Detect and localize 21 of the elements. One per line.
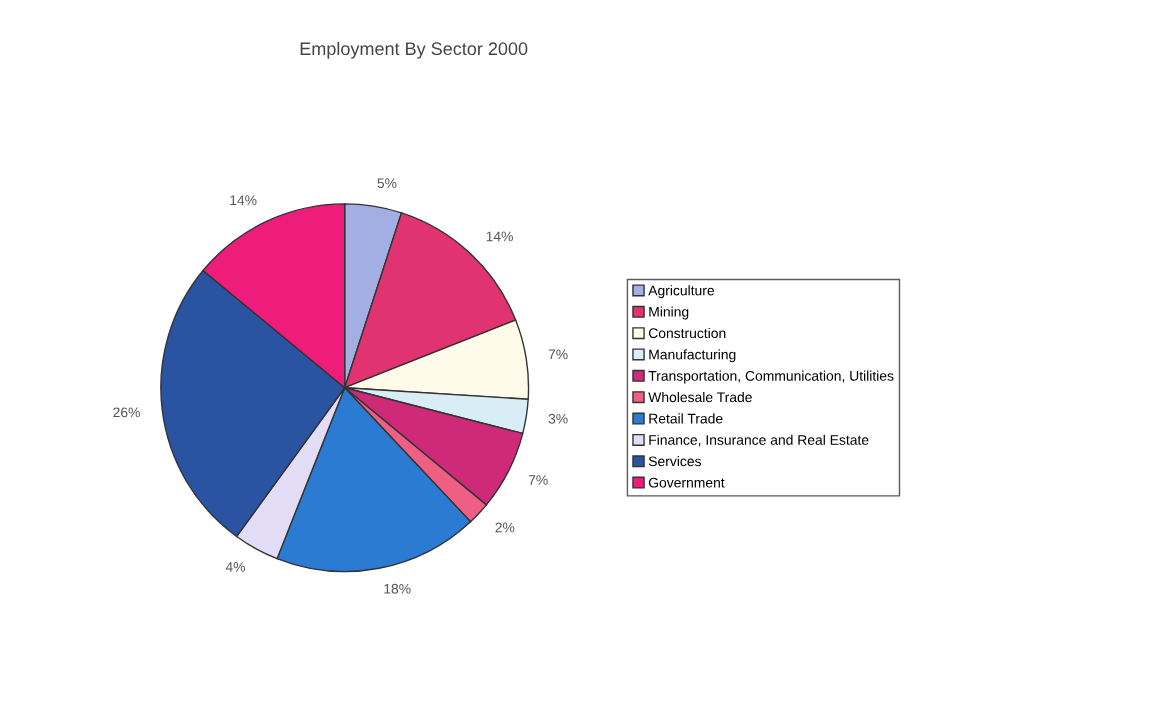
data-label: 26% — [113, 407, 140, 418]
legend-label: Construction — [648, 327, 726, 339]
data-label: 7% — [548, 349, 568, 360]
legend-label: Mining — [649, 306, 689, 320]
data-label: 14% — [230, 195, 257, 206]
legend-label: Services — [648, 456, 701, 467]
legend-label: Wholesale Trade — [648, 391, 752, 403]
data-label: 3% — [548, 413, 568, 424]
legend-label: Transportation, Communication, Utilities — [648, 370, 894, 384]
legend-label: Retail Trade — [649, 413, 723, 424]
data-label: 5% — [377, 178, 397, 189]
legend-label: Government — [648, 477, 725, 488]
legend-label: Finance, Insurance and Real Estate — [649, 434, 869, 447]
data-label: 14% — [486, 231, 513, 242]
legend-label: Manufacturing — [649, 349, 736, 363]
data-label: 7% — [528, 475, 548, 485]
data-label: 2% — [495, 522, 515, 533]
legend-label: Agriculture — [648, 285, 715, 299]
data-label: 4% — [225, 562, 246, 572]
chart-title: Employment By Sector 2000 — [300, 41, 528, 59]
data-label: 18% — [384, 583, 411, 594]
